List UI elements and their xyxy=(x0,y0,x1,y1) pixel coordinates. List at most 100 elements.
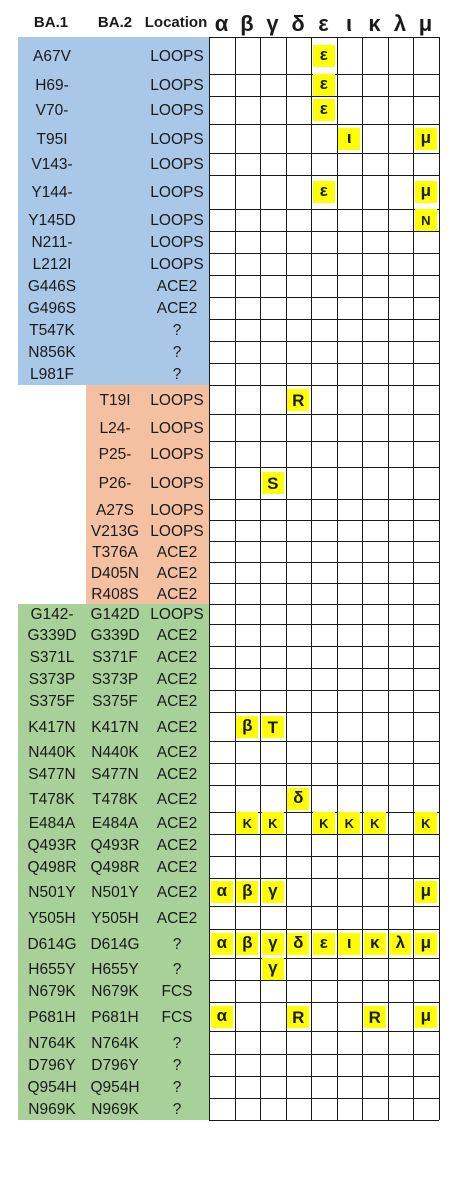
ba1-mutation xyxy=(18,414,86,441)
ba1-mutation: G339D xyxy=(27,627,77,644)
ba2-mutation: N440K xyxy=(91,744,139,761)
location-cell: ACE2 xyxy=(156,791,198,808)
location-cell: LOOPS xyxy=(150,392,204,409)
variant-mark: R xyxy=(287,388,310,411)
location-cell: ACE2 xyxy=(156,693,198,710)
grid-hline xyxy=(209,231,439,232)
grid-hline xyxy=(209,1031,439,1032)
grid-hline xyxy=(209,467,439,468)
location-cell: FCS xyxy=(161,1009,193,1026)
grid-hline xyxy=(209,980,439,981)
ba2-mutation: V213G xyxy=(90,523,140,540)
ba1-mutation: Y144- xyxy=(31,184,73,201)
variant-header-6: κ xyxy=(368,11,381,36)
ba2-mutation xyxy=(84,153,146,175)
variant-header-8: μ xyxy=(418,11,433,36)
grid-hline xyxy=(209,690,439,691)
ba1-mutation: D614G xyxy=(27,936,77,953)
grid-hline xyxy=(209,253,439,254)
variant-mark: β xyxy=(236,932,259,955)
ba2-group-band xyxy=(86,385,209,604)
variant-mark: N xyxy=(414,209,437,231)
location-cell: LOOPS xyxy=(150,502,204,519)
variant-mark: ι xyxy=(338,127,361,150)
location-cell: LOOPS xyxy=(150,77,204,94)
ba2-mutation xyxy=(84,175,146,209)
grid-vline xyxy=(311,37,312,1120)
ba1-mutation: E484A xyxy=(28,815,76,832)
location-cell: ACE2 xyxy=(156,300,198,317)
ba1-mutation: D796Y xyxy=(28,1057,76,1074)
grid-hline xyxy=(209,712,439,713)
variant-mark: μ xyxy=(414,181,437,203)
grid-hline xyxy=(209,878,439,879)
ba2-mutation xyxy=(84,297,146,319)
location-cell: LOOPS xyxy=(150,212,204,229)
grid-hline xyxy=(209,520,439,521)
ba2-mutation: S371F xyxy=(92,649,138,666)
variant-mark: α xyxy=(210,881,233,903)
grid-hline xyxy=(209,385,439,386)
ba2-mutation: A27S xyxy=(96,502,134,519)
variant-mark: T xyxy=(261,715,284,738)
variant-header-7: λ xyxy=(393,11,407,36)
location-cell: ACE2 xyxy=(156,278,198,295)
location-cell: ? xyxy=(172,1101,182,1118)
variant-header-4: ε xyxy=(318,11,329,36)
ba2-mutation: D405N xyxy=(90,565,140,582)
location-cell: LOOPS xyxy=(150,234,204,251)
ba1-mutation xyxy=(18,562,86,583)
ba2-mutation: K417N xyxy=(91,719,139,736)
ba1-mutation: N211- xyxy=(31,234,73,251)
grid-hline xyxy=(209,763,439,764)
grid-hline xyxy=(209,1098,439,1099)
ba1-mutation: H69- xyxy=(35,77,69,94)
grid-hline xyxy=(209,96,439,97)
ba2-mutation: Q498R xyxy=(90,859,140,876)
variant-mark: μ xyxy=(414,1005,437,1028)
grid-hline xyxy=(209,319,439,320)
grid-hline xyxy=(209,275,439,276)
location-cell: ACE2 xyxy=(156,837,198,854)
location-cell: LOOPS xyxy=(150,48,204,65)
ba2-mutation xyxy=(84,74,146,96)
ba2-mutation: S477N xyxy=(91,766,139,783)
ba2-mutation: Q493R xyxy=(90,837,140,854)
ba1-mutation: N440K xyxy=(28,744,76,761)
ba1-mutation: N501Y xyxy=(28,884,76,901)
location-cell: ? xyxy=(172,936,182,953)
variant-mark: ε xyxy=(312,181,335,203)
location-cell: LOOPS xyxy=(150,256,204,273)
variant-mark: ε xyxy=(312,74,335,96)
variant-mark: ι xyxy=(338,932,361,955)
variant-mark: K xyxy=(261,812,284,834)
location-cell: ACE2 xyxy=(156,544,198,561)
ba1-mutation xyxy=(18,520,86,541)
variant-mark: ε xyxy=(312,99,335,121)
ba1-mutation: N679K xyxy=(28,983,76,1000)
ba1-mutation: K417N xyxy=(28,719,76,736)
ba2-mutation: S375F xyxy=(92,693,138,710)
variant-mark: K xyxy=(363,812,386,834)
location-cell: LOOPS xyxy=(150,475,204,492)
variant-header-5: ι xyxy=(345,11,353,36)
ba2-mutation xyxy=(84,209,146,231)
grid-vline xyxy=(260,37,261,1120)
location-cell: LOOPS xyxy=(150,606,204,623)
location-cell: ACE2 xyxy=(156,627,198,644)
ba1-mutation: T547K xyxy=(29,322,75,339)
location-header: Location xyxy=(144,14,208,31)
ba2-mutation xyxy=(84,363,146,385)
variant-mark: R xyxy=(363,1005,386,1028)
ba2-mutation: P26- xyxy=(98,475,132,492)
ba1-mutation: N969K xyxy=(28,1101,76,1118)
grid-hline xyxy=(209,414,439,415)
variant-header-0: α xyxy=(214,11,229,36)
ba2-mutation: P681H xyxy=(91,1009,139,1026)
grid-hline xyxy=(209,583,439,584)
location-cell: ACE2 xyxy=(156,884,198,901)
location-cell: ? xyxy=(172,1035,182,1052)
variant-mark: γ xyxy=(261,881,284,903)
grid-hline xyxy=(209,297,439,298)
ba1-mutation: H655Y xyxy=(28,961,76,978)
